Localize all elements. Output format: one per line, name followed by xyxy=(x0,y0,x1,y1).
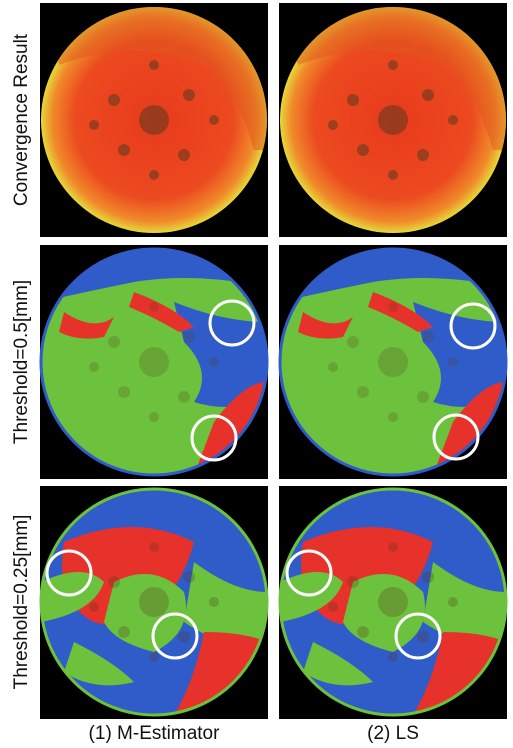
figure: Convergence Result Threshold=0.5[mm] Thr… xyxy=(0,0,513,748)
disk-image xyxy=(280,489,506,715)
disk-image xyxy=(41,489,267,715)
row-label: Threshold=0.5[mm] xyxy=(11,280,32,444)
disk-image xyxy=(41,7,267,233)
disk-image xyxy=(280,249,506,475)
row-label: Threshold=0.25[mm] xyxy=(11,515,32,690)
row-label: Convergence Result xyxy=(11,33,32,206)
column-label: (2) LS xyxy=(367,723,419,744)
disk-image xyxy=(41,249,267,475)
panels xyxy=(40,3,507,719)
disk-image xyxy=(280,7,506,233)
column-label: (1) M-Estimator xyxy=(89,723,221,744)
